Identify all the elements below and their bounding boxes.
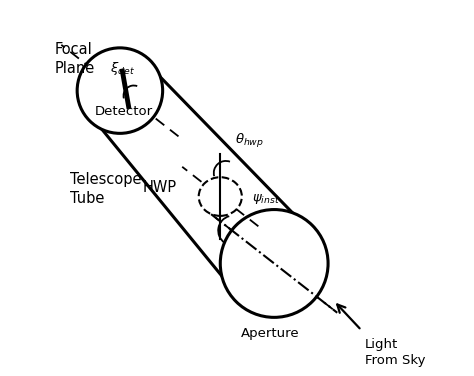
Text: Telescope
Tube: Telescope Tube xyxy=(70,172,141,206)
Text: HWP: HWP xyxy=(142,180,176,195)
Text: Focal
Plane: Focal Plane xyxy=(55,42,95,76)
Ellipse shape xyxy=(199,177,242,216)
Circle shape xyxy=(220,209,328,317)
Text: Light
From Sky: Light From Sky xyxy=(365,338,426,367)
Circle shape xyxy=(77,48,163,133)
Text: Detector: Detector xyxy=(94,105,153,118)
Text: $\xi_{det}$: $\xi_{det}$ xyxy=(110,60,135,77)
Text: Aperture: Aperture xyxy=(241,327,300,340)
Text: $\theta_{hwp}$: $\theta_{hwp}$ xyxy=(235,132,264,150)
Text: $\psi_{inst}$: $\psi_{inst}$ xyxy=(252,193,280,206)
